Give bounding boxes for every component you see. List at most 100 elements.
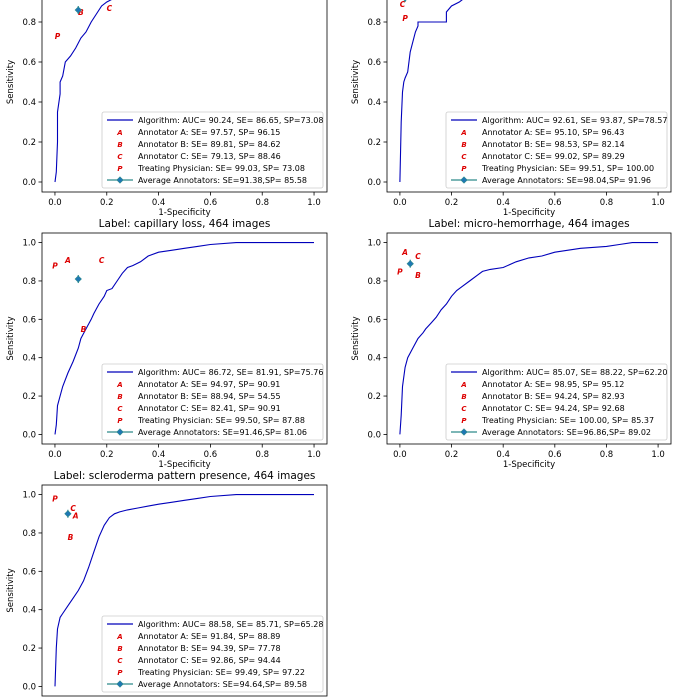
algorithm-roc-curve [399,0,463,183]
x-tick-label: 1.0 [651,450,665,460]
svg-text:C: C [117,657,123,665]
x-tick-label: 0.4 [152,450,166,460]
x-axis-label: 1-Specificity [503,460,555,470]
annotator-c-marker: C [99,256,105,265]
x-axis-label: 1-Specificity [158,208,210,218]
x-tick-label: 0.0 [393,450,407,460]
legend-algorithm: Algorithm: AUC= 88.58, SE= 85.71, SP=65.… [138,620,323,629]
panel-title: Label: capillary loss, 464 images [99,218,271,230]
svg-text:C: C [461,405,467,413]
y-tick-label: 0.2 [22,138,36,148]
y-axis-label: Sensitivity [351,316,361,360]
y-tick-label: 1.0 [22,491,36,501]
average-annotators-marker [74,275,82,283]
x-tick-label: 0.6 [548,450,562,460]
legend: Algorithm: AUC= 88.58, SE= 85.71, SP=65.… [101,615,323,693]
x-tick-label: 0.6 [204,198,218,208]
legend-average-annotators: Average Annotators: SE=91.46,SP= 81.06 [138,428,307,437]
axes-frame [41,484,328,697]
legend-average-annotators: Average Annotators: SE=94.64,SP= 89.58 [138,680,307,689]
svg-text:C: C [117,405,123,413]
y-tick-label: 0.2 [22,392,36,402]
x-tick-label: 0.2 [445,198,459,208]
axes-frame [386,232,672,445]
y-tick-label: 0.4 [367,98,381,108]
legend-annotator-c: Annotator C: SE= 79.13, SP= 88.46 [138,152,281,161]
legend-annotator-b: Annotator B: SE= 89.81, SP= 84.62 [138,140,281,149]
legend-annotator-b: Annotator B: SE= 98.53, SP= 82.14 [482,140,625,149]
y-tick-label: 1.0 [22,239,36,249]
roc-panel-5: Label: scleroderma pattern presence, 464… [6,470,328,697]
legend: Algorithm: AUC= 90.24, SE= 86.65, SP=73.… [101,111,323,189]
algorithm-roc-curve [54,242,314,435]
y-tick-label: 0.8 [367,18,381,28]
legend-annotator-a: Annotator A: SE= 98.95, SP= 95.12 [482,380,624,389]
x-tick-label: 1.0 [307,198,321,208]
x-tick-label: 0.2 [100,198,114,208]
svg-text:B: B [117,645,122,653]
axes-frame [386,0,672,193]
svg-text:B: B [117,141,122,149]
panel-title: Label: scleroderma pattern presence, 464… [54,470,316,482]
annotator-b-marker: B [68,533,74,542]
legend-treating-physician: Treating Physician: SE= 99.49, SP= 97.22 [137,668,305,677]
panel-title: Label: micro-hemorrhage, 464 images [428,218,629,230]
y-tick-label: 0.0 [367,178,381,188]
svg-text:P: P [461,417,467,425]
svg-text:P: P [117,669,123,677]
svg-text:A: A [460,381,466,389]
annotator-p-marker: P [402,14,408,23]
y-axis-label: Sensitivity [6,568,16,612]
annotator-c-marker: C [107,4,113,13]
y-tick-label: 0.0 [22,178,36,188]
y-tick-label: 0.6 [367,58,381,68]
legend-annotator-c: Annotator C: SE= 94.24, SP= 92.68 [482,404,625,413]
algorithm-roc-curve [54,0,112,183]
y-tick-label: 0.2 [367,138,381,148]
legend-annotator-b: Annotator B: SE= 88.94, SP= 54.55 [138,392,281,401]
x-tick-label: 1.0 [651,198,665,208]
legend: Algorithm: AUC= 86.72, SE= 81.91, SP=75.… [101,363,323,441]
y-tick-label: 0.0 [367,430,381,440]
y-tick-label: 0.8 [22,529,36,539]
svg-text:A: A [116,381,122,389]
y-tick-label: 0.6 [22,315,36,325]
x-axis-label: 1-Specificity [158,460,210,470]
annotator-a-marker: A [64,256,71,265]
x-tick-label: 0.0 [48,198,62,208]
average-annotators-marker [403,0,407,2]
y-tick-label: 0.8 [22,277,36,287]
annotator-b-marker: B [81,325,87,334]
roc-panel-3: Label: capillary loss, 464 images 0.0 0.2 0… [6,218,328,470]
y-tick-label: 0.4 [367,354,381,364]
legend-annotator-c: Annotator C: SE= 99.02, SP= 89.29 [482,152,625,161]
annotator-b-marker: B [415,271,421,280]
svg-text:P: P [461,165,467,173]
algorithm-roc-curve [54,494,314,687]
roc-panel-4: Label: micro-hemorrhage, 464 images 0.0 0.… [351,218,672,470]
y-tick-label: 0.6 [22,58,36,68]
legend-algorithm: Algorithm: AUC= 92.61, SE= 93.87, SP=78.… [482,116,667,125]
legend-annotator-a: Annotator A: SE= 91.84, SP= 88.89 [138,632,280,641]
x-tick-label: 0.4 [496,198,510,208]
annotator-p-marker: P [55,32,61,41]
legend-algorithm: Algorithm: AUC= 86.72, SE= 81.91, SP=75.… [138,368,323,377]
y-axis-label: Sensitivity [6,316,16,360]
svg-text:A: A [116,129,122,137]
y-tick-label: 0.2 [367,392,381,402]
legend-annotator-b: Annotator B: SE= 94.39, SP= 77.78 [138,644,281,653]
average-annotators-marker [64,510,72,518]
legend: Algorithm: AUC= 92.61, SE= 93.87, SP=78.… [445,111,667,189]
y-axis-label: Sensitivity [351,60,361,104]
annotator-a-marker: A [72,512,79,521]
x-tick-label: 0.4 [496,450,510,460]
legend-average-annotators: Average Annotators: SE=98.04,SP= 91.96 [482,176,651,185]
roc-panel-1: 0.0 0.2 0.4 0.6 0.8 1.0 0.0 0.2 0.4 0.6 0.8 1-Speci… [6,0,328,218]
annotator-p-marker: P [52,494,58,503]
y-tick-label: 0.2 [22,644,36,654]
y-tick-label: 0.6 [22,567,36,577]
legend-treating-physician: Treating Physician: SE= 99.51, SP= 100.0… [481,164,654,173]
roc-panel-2: 0.0 0.2 0.4 0.6 0.8 1.0 0.0 0.2 0.4 0.6 0.8 1-Speci… [351,0,672,218]
legend: Algorithm: AUC= 85.07, SE= 88.22, SP=62.… [445,363,667,441]
y-tick-label: 0.8 [22,18,36,28]
